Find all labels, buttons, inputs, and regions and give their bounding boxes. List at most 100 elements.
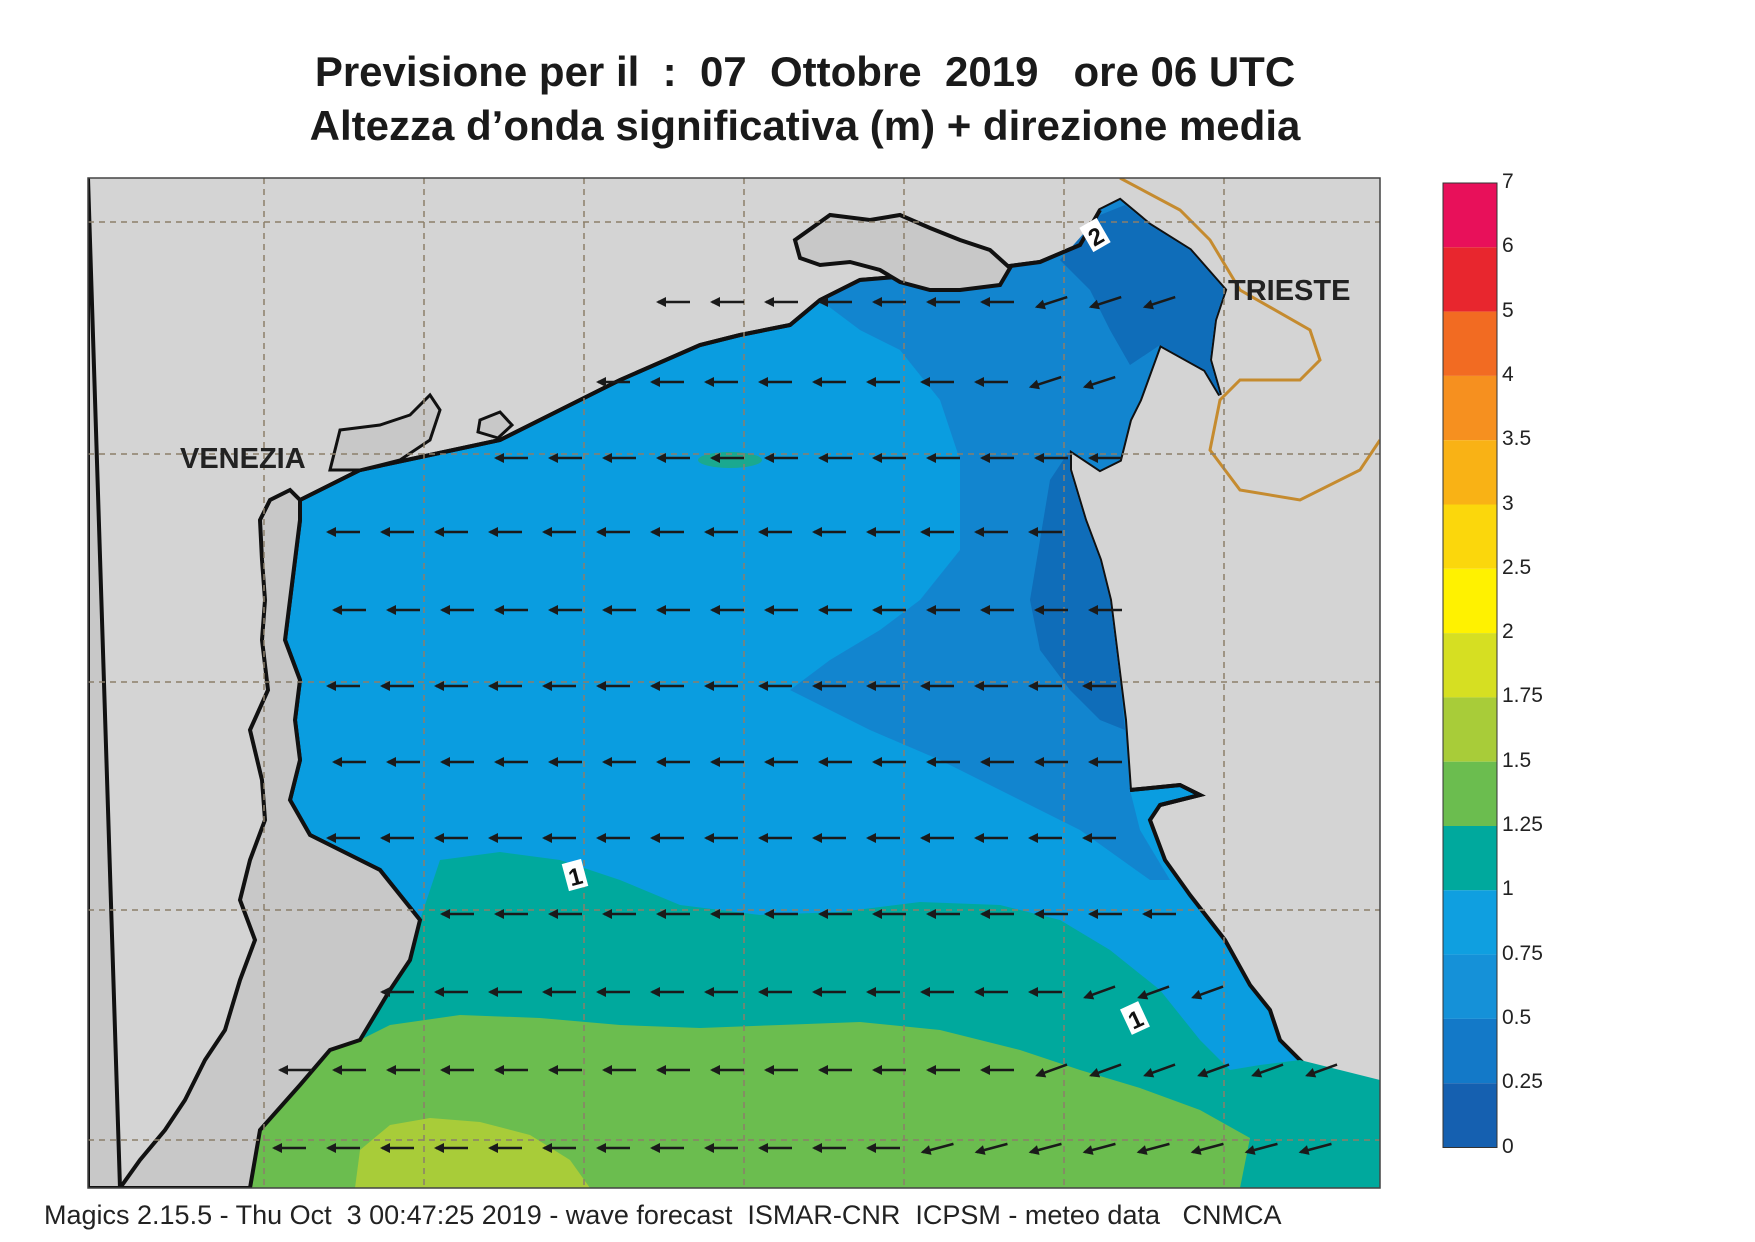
wave-arrow-head <box>542 833 552 843</box>
wave-arrow <box>812 681 846 691</box>
wave-arrow-head <box>818 909 828 919</box>
wave-arrow-head <box>1035 1068 1047 1078</box>
wave-arrow-head <box>1089 1068 1101 1078</box>
wave-arrow <box>542 527 576 537</box>
wave-arrow <box>272 1143 306 1153</box>
wave-arrow-head <box>380 1143 390 1153</box>
wave-arrow <box>980 297 1014 307</box>
wave-arrow-head <box>542 1143 552 1153</box>
wave-arrow <box>764 453 798 463</box>
wave-arrow-head <box>1082 379 1094 390</box>
wave-arrow-head <box>980 757 990 767</box>
wave-arrow <box>548 605 582 615</box>
wave-arrow <box>440 605 474 615</box>
wave-arrow-head <box>1034 605 1044 615</box>
legend-label: 2 <box>1502 620 1514 644</box>
wave-arrow-head <box>980 909 990 919</box>
wave-arrow-head <box>650 377 660 387</box>
wave-arrow-head <box>1191 990 1203 1000</box>
wave-arrow <box>656 909 690 919</box>
wave-arrow-head <box>926 757 936 767</box>
footer-credits: Magics 2.15.5 - Thu Oct 3 00:47:25 2019 … <box>44 1200 1282 1230</box>
wave-arrow <box>764 1065 798 1075</box>
wave-arrow-head <box>326 681 336 691</box>
wave-arrow <box>872 453 906 463</box>
graticule <box>88 178 1380 1188</box>
wave-arrow-head <box>812 377 822 387</box>
legend-label: 7 <box>1502 170 1514 193</box>
wave-arrow <box>980 757 1014 767</box>
wave-arrow <box>818 757 852 767</box>
wave-arrow <box>380 681 414 691</box>
wave-arrow-head <box>380 527 390 537</box>
wave-arrow <box>650 1143 684 1153</box>
map-border <box>87 177 1381 1189</box>
wave-arrow-head <box>488 987 498 997</box>
wave-arrow <box>1142 295 1176 310</box>
wave-arrow <box>542 1143 576 1153</box>
wave-arrow-head <box>1142 909 1152 919</box>
wave-arrow <box>332 605 366 615</box>
wave-arrow-head <box>380 987 390 997</box>
wave-arrow <box>866 527 900 537</box>
wave-arrow <box>542 987 576 997</box>
wave-arrow-head <box>758 377 768 387</box>
contour-label-1b: 1 <box>1120 1001 1150 1035</box>
wave-arrow <box>1034 605 1068 615</box>
wave-arrow-head <box>1083 990 1095 1000</box>
wave-arrow-head <box>494 605 504 615</box>
wave-arrow-head <box>980 605 990 615</box>
wave-arrow-head <box>926 453 936 463</box>
wave-direction-arrows <box>272 295 1338 1155</box>
wave-arrow <box>758 527 792 537</box>
wave-arrow <box>602 1065 636 1075</box>
wave-arrow-head <box>818 297 828 307</box>
wave-arrow <box>758 377 792 387</box>
legend-swatch <box>1443 954 1497 1019</box>
wave-arrow-head <box>656 1065 666 1075</box>
legend-label: 3.5 <box>1502 427 1532 451</box>
wave-arrow-head <box>764 605 774 615</box>
wave-arrow <box>434 681 468 691</box>
wave-arrow-head <box>548 453 558 463</box>
wave-arrow-head <box>656 605 666 615</box>
wave-arrow-head <box>386 605 396 615</box>
wave-arrow-head <box>1088 909 1098 919</box>
wave-arrow-head <box>704 833 714 843</box>
legend-label: 4 <box>1502 362 1514 386</box>
legend-swatch <box>1443 311 1497 376</box>
wave-arrow-head <box>818 453 828 463</box>
wave-arrow-head <box>704 1143 714 1153</box>
wave-arrow-head <box>920 833 930 843</box>
wave-arrow-head <box>1298 1145 1310 1155</box>
wave-arrow-head <box>656 909 666 919</box>
wave-arrow-head <box>1028 987 1038 997</box>
wave-arrow-head <box>1034 909 1044 919</box>
wave-arrow-head <box>656 297 666 307</box>
wave-arrow-head <box>440 909 450 919</box>
wave-arrow <box>1089 1063 1122 1078</box>
wave-arrow <box>1244 1142 1278 1155</box>
wave-arrow <box>764 757 798 767</box>
wave-arrow <box>602 605 636 615</box>
wave-arrow <box>1137 985 1170 1000</box>
legend-label: 6 <box>1502 234 1514 258</box>
wave-arrow-head <box>548 1065 558 1075</box>
wave-arrow-head <box>440 1065 450 1075</box>
wave-arrow-head <box>1197 1068 1209 1078</box>
wave-arrow-head <box>758 681 768 691</box>
border-line <box>1119 178 1380 502</box>
legend-label: 0.25 <box>1502 1070 1543 1094</box>
wave-arrow-head <box>1082 833 1092 843</box>
wave-arrow-head <box>926 297 936 307</box>
wave-arrow <box>1251 1063 1284 1078</box>
wave-arrow-head <box>1305 1068 1317 1078</box>
wave-arrow <box>1088 453 1122 463</box>
wave-arrow <box>1136 1142 1170 1155</box>
wave-arrow <box>812 377 846 387</box>
legend-swatch <box>1443 247 1497 312</box>
wave-arrow-head <box>1028 1145 1040 1155</box>
map-area: 1 1 2 VENEZIA TRIESTE <box>88 178 1380 1188</box>
wave-arrow <box>974 681 1008 691</box>
wave-arrow-head <box>1082 1145 1094 1155</box>
